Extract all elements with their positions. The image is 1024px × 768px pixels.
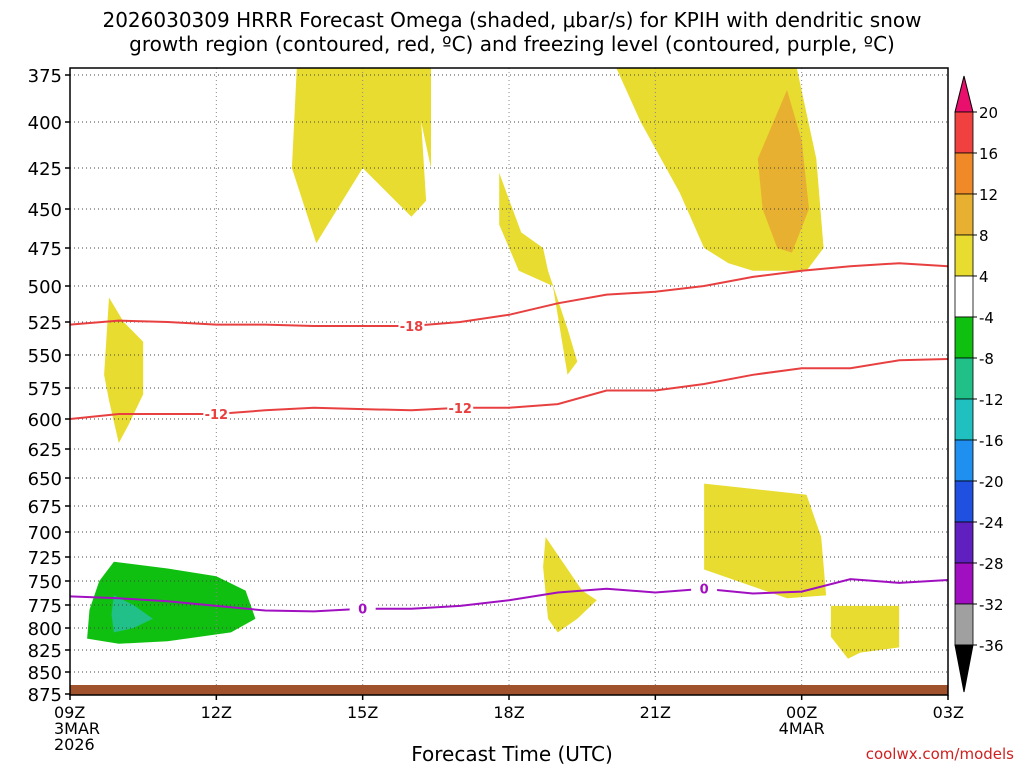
y-tick-label: 500: [28, 277, 62, 298]
colorbar-segment: [954, 111, 974, 154]
colorbar-label: -16: [979, 432, 1004, 450]
y-tick-label: 800: [28, 619, 62, 640]
x-axis-label: Forecast Time (UTC): [411, 742, 613, 766]
colorbar-segment: [954, 275, 974, 318]
colorbar-segment: [954, 480, 974, 523]
x-tick-label: 2026: [54, 735, 95, 754]
y-tick-label: 425: [28, 159, 62, 180]
y-tick-label: 600: [28, 410, 62, 431]
x-tick-label: 03Z: [933, 703, 964, 722]
y-tick-label: 575: [28, 379, 62, 400]
y-tick-label: 400: [28, 113, 62, 134]
omega-region-4: [104, 297, 144, 443]
x-tick-label: 21Z: [640, 703, 671, 722]
colorbar-segment: [954, 603, 974, 646]
colorbar-bottom-arrow: [954, 644, 974, 693]
x-tick-label: 15Z: [347, 703, 378, 722]
colorbar-label: -4: [979, 309, 994, 327]
colorbar-segment: [954, 439, 974, 482]
colorbar-segment: [954, 152, 974, 195]
y-tick-label: 625: [28, 440, 62, 461]
x-tick-label: 18Z: [493, 703, 524, 722]
y-tick-label: 825: [28, 641, 62, 662]
chart-title-line-1: 2026030309 HRRR Forecast Omega (shaded, …: [102, 8, 922, 32]
y-tick-label: 725: [28, 548, 62, 569]
contour-label-bg: [398, 318, 425, 333]
colorbar-label: -32: [979, 596, 1004, 614]
colorbar-label: -28: [979, 555, 1004, 573]
contour-line--18: [69, 262, 949, 327]
credit-link[interactable]: coolwx.com/models: [865, 745, 1014, 763]
y-tick-label: 750: [28, 572, 62, 593]
colorbar-segment: [954, 316, 974, 359]
colorbar-label: -20: [979, 473, 1004, 491]
contour-label-bg: [203, 407, 230, 422]
y-tick-label: 700: [28, 523, 62, 544]
colorbar-top-arrow: [954, 75, 974, 113]
y-tick-label: 675: [28, 497, 62, 518]
omega-region-3: [757, 90, 809, 253]
chart-title-line-2: growth region (contoured, red, ºC) and f…: [129, 32, 895, 56]
x-tick-label: 09Z: [54, 703, 85, 722]
contour-label: 0: [700, 583, 709, 598]
contour-label-bg: [349, 601, 376, 616]
colorbar-label: -8: [979, 350, 994, 368]
colorbar-segment: [954, 562, 974, 605]
omega-region-6: [704, 483, 827, 599]
y-tick-label: 875: [28, 685, 62, 706]
contour-line-0: [69, 578, 949, 613]
y-tick-label: 650: [28, 469, 62, 490]
x-tick-label: 12Z: [201, 703, 232, 722]
y-tick-label: 850: [28, 663, 62, 684]
colorbar-label: 12: [979, 186, 998, 204]
colorbar-segment: [954, 357, 974, 400]
colorbar-segment: [954, 521, 974, 564]
colorbar-segment: [954, 398, 974, 441]
omega-region-1: [499, 172, 578, 375]
colorbar-segment: [954, 234, 974, 277]
contour-label-bg: [691, 581, 718, 596]
omega-region-7: [830, 605, 900, 659]
x-tick-label: 00Z: [786, 703, 817, 722]
omega-region-8: [87, 561, 256, 644]
y-tick-label: 550: [28, 346, 62, 367]
colorbar-label: 16: [979, 145, 998, 163]
y-tick-label: 775: [28, 596, 62, 617]
y-tick-label: 475: [28, 239, 62, 260]
colorbar-label: -36: [979, 637, 1004, 655]
omega-region-0: [291, 68, 431, 244]
contour-label: -18: [400, 320, 424, 335]
colorbar-label: 4: [979, 268, 989, 286]
y-tick-label: 375: [28, 66, 62, 87]
y-tick-label: 450: [28, 200, 62, 221]
contour-label: 0: [358, 603, 367, 618]
x-tick-label: 3MAR: [54, 719, 100, 738]
contour-label-bg: [447, 400, 474, 415]
contour-label: -12: [205, 408, 229, 423]
omega-region-9: [111, 595, 153, 633]
colorbar-label: 20: [979, 104, 998, 122]
terrain-strip: [70, 685, 948, 695]
colorbar-label: -12: [979, 391, 1004, 409]
omega-region-5: [543, 537, 597, 633]
colorbar-segment: [954, 193, 974, 236]
colorbar-label: 8: [979, 227, 989, 245]
x-tick-label: 4MAR: [779, 719, 825, 738]
contour-label: -12: [448, 402, 472, 417]
colorbar-label: -24: [979, 514, 1004, 532]
y-tick-label: 525: [28, 313, 62, 334]
